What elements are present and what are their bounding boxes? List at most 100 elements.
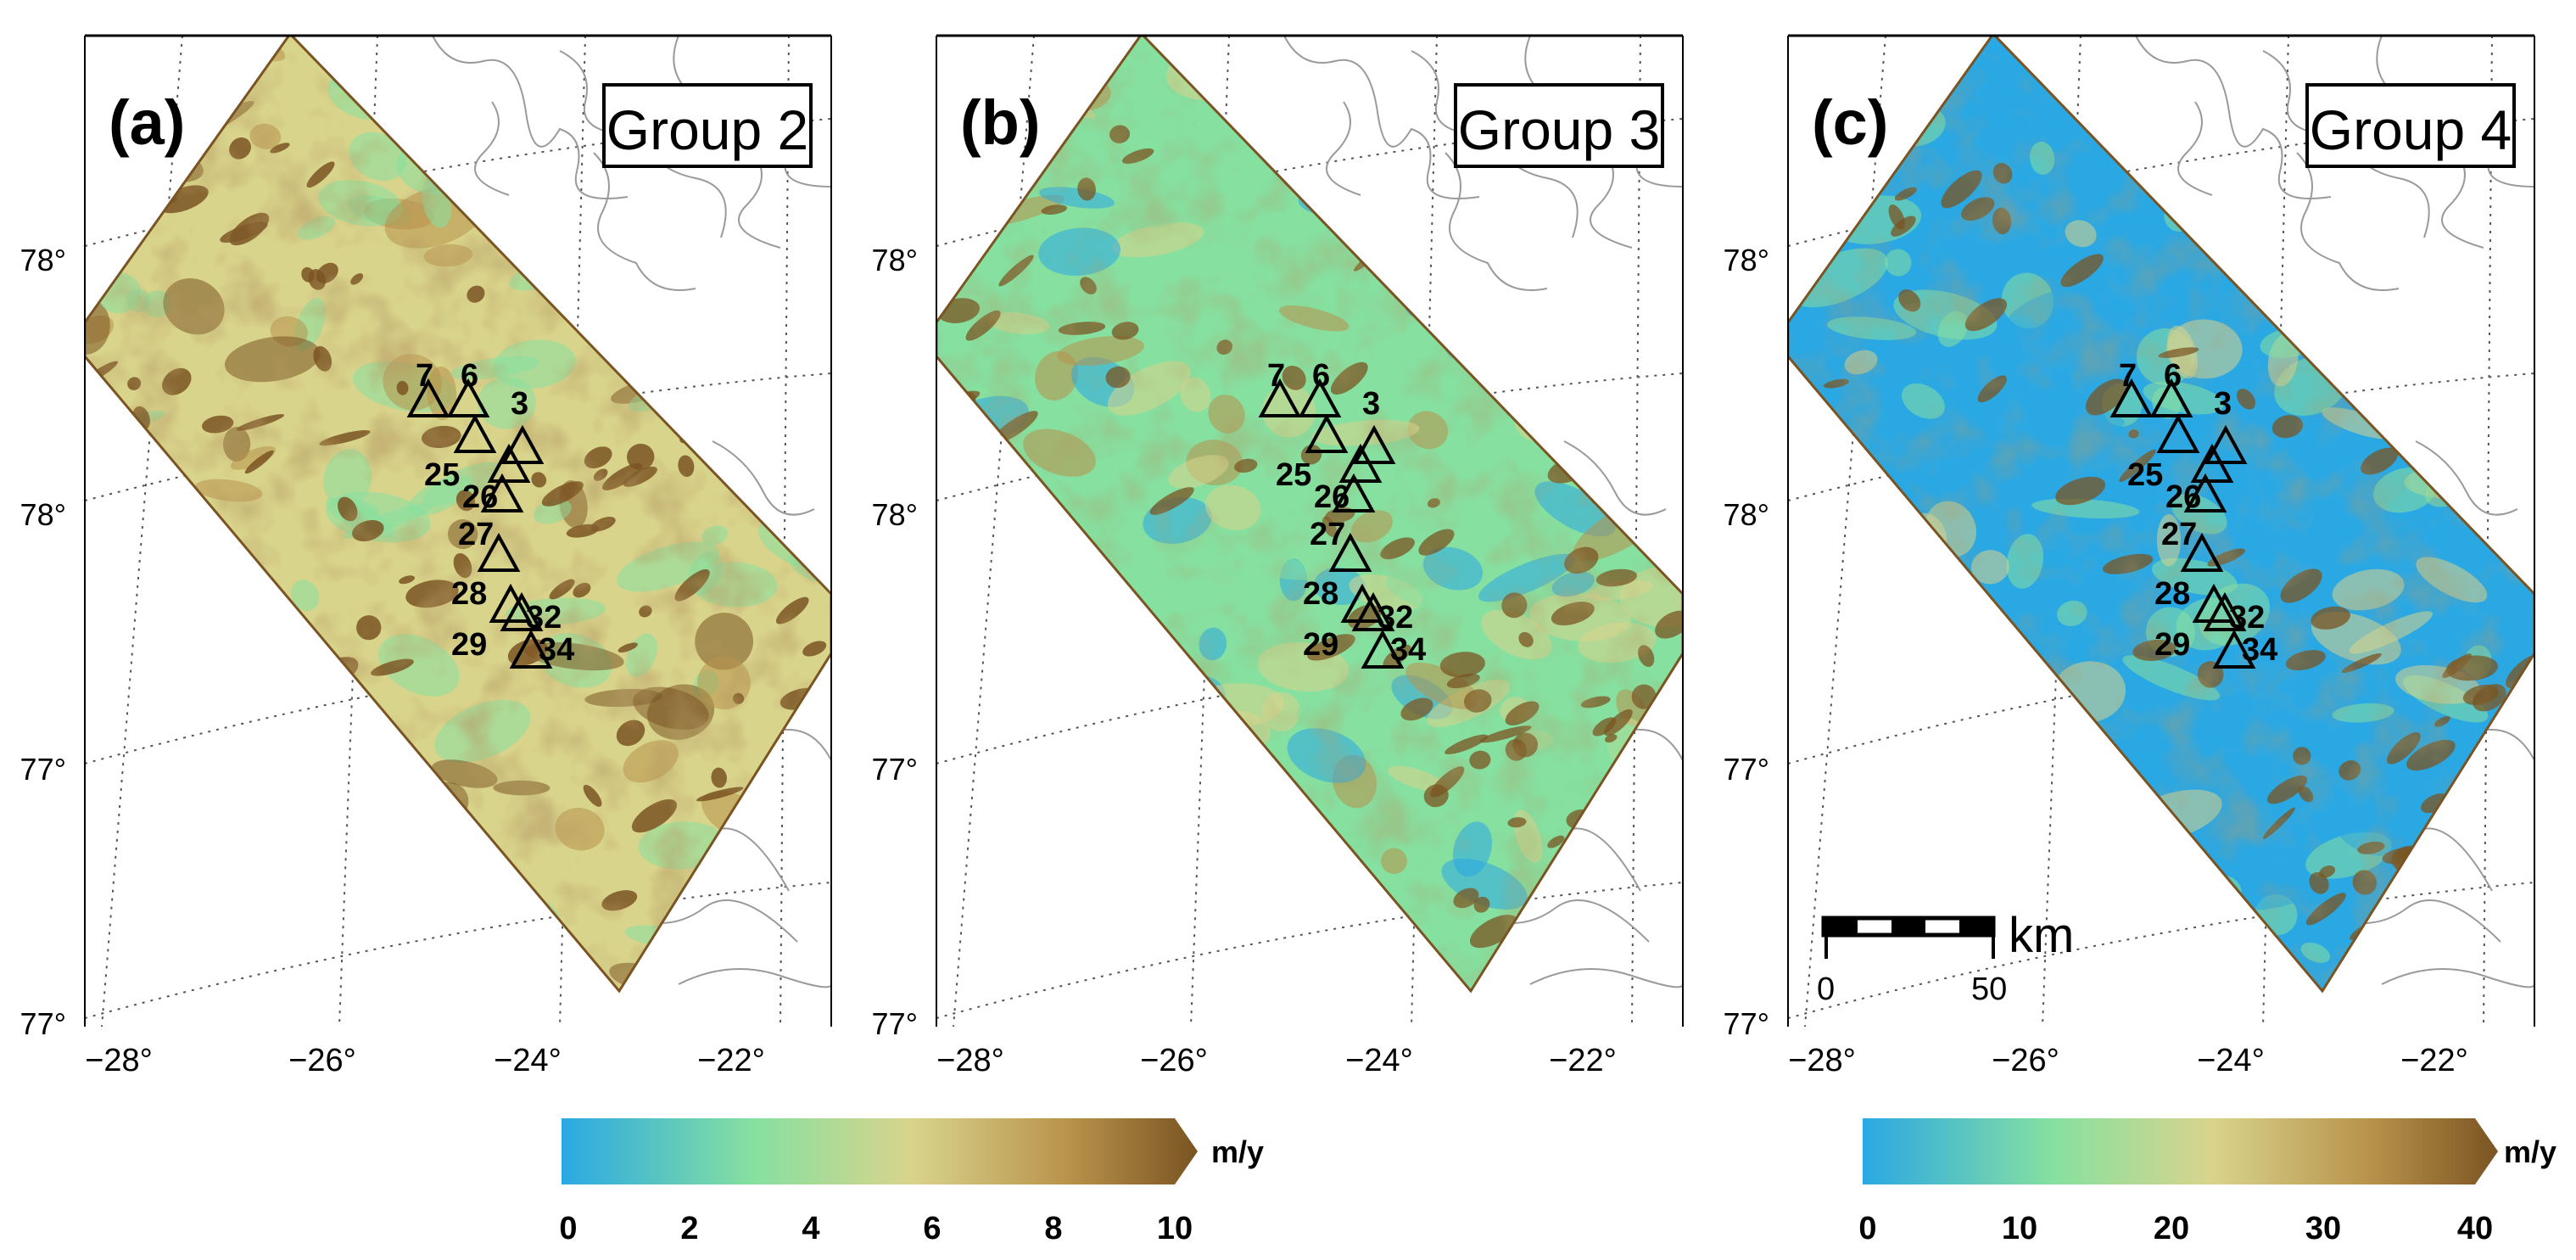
- station-7-marker: [2109, 378, 2154, 417]
- coast-segment: [678, 968, 831, 988]
- map-panel-b: (b) Group 37 632526272829323478°78°77°77°−…: [872, 34, 1684, 1078]
- coast-segment: [712, 440, 815, 516]
- scale-bar-min: 0: [1817, 972, 1835, 1007]
- longitude-label: −28°: [1788, 1043, 1856, 1078]
- colorbar-tick-label: 40: [2457, 1211, 2493, 1246]
- station-26-marker: [1338, 443, 1383, 483]
- coast-segment: [2296, 152, 2400, 291]
- longitude-label: −22°: [1549, 1043, 1617, 1078]
- station-32-label: 32: [526, 600, 562, 636]
- group-label: Group 4: [2310, 98, 2512, 161]
- colorbar-tick-label: 10: [2002, 1211, 2037, 1246]
- latitude-label: 77°: [1724, 752, 1769, 787]
- station-3-marker: [500, 424, 545, 464]
- station-25-marker: [453, 413, 497, 453]
- latitude-line: [85, 882, 831, 1019]
- station-34-marker: [509, 629, 553, 669]
- colorbar-left: m/y 0 2 4 6 8 10: [559, 1118, 1264, 1246]
- station-29-marker: [489, 583, 533, 623]
- coast-segment: [2381, 968, 2534, 988]
- colorbar-tick-label: 2: [680, 1211, 698, 1246]
- station-34-label: 34: [539, 632, 574, 668]
- station-27-label: 27: [1310, 517, 1345, 552]
- station-26-marker: [487, 443, 531, 483]
- scale-bar-unit: km: [2009, 908, 2074, 963]
- longitude-line: [101, 36, 183, 1027]
- coast-segment: [474, 101, 510, 196]
- station-6-label: 6: [461, 358, 478, 394]
- station-27-label: 27: [458, 517, 494, 552]
- latitude-label: 77°: [872, 752, 918, 787]
- longitude-line: [953, 36, 1035, 1027]
- station-28-marker: [1328, 532, 1372, 572]
- station-25-marker: [2156, 413, 2200, 453]
- latitude-label: 77°: [1724, 1006, 1769, 1041]
- scale-bar-seg: [1891, 918, 1925, 935]
- group-label-box: [602, 83, 813, 168]
- longitude-line: [1804, 36, 1886, 1027]
- station-27-label: 27: [2161, 517, 2197, 552]
- panel-letter: (c): [1812, 87, 1888, 158]
- station-29-marker: [2192, 583, 2236, 623]
- station-32-marker: [2203, 591, 2247, 631]
- station-29-label: 29: [451, 627, 487, 663]
- coast-segment: [2177, 101, 2213, 196]
- colorbar-tick-label: 20: [2154, 1211, 2189, 1246]
- station-6-marker: [446, 378, 490, 417]
- latitude-label: 78°: [1724, 243, 1769, 277]
- coast-segment: [1326, 101, 1361, 196]
- longitude-label: −22°: [2400, 1043, 2468, 1078]
- colorbar-tick-label: 8: [1044, 1211, 1062, 1246]
- latitude-label: 78°: [20, 243, 66, 277]
- station-7-label: 7: [1267, 358, 1285, 394]
- group-label-box: [1454, 83, 1664, 168]
- longitude-label: −22°: [697, 1043, 765, 1078]
- station-7-label: 7: [2119, 358, 2137, 394]
- colorbar-right-unit: m/y: [2504, 1134, 2556, 1169]
- scale-bar-seg: [1824, 918, 1858, 935]
- longitude-label: −28°: [85, 1043, 153, 1078]
- station-26-marker: [2190, 443, 2234, 483]
- station-34-label: 34: [1390, 632, 1426, 668]
- station-7-label: 7: [416, 358, 433, 394]
- station-3-marker: [1352, 424, 1396, 464]
- latitude-label: 77°: [20, 1006, 66, 1041]
- latitude-line: [936, 882, 1683, 1019]
- group-label: Group 3: [1458, 98, 1660, 161]
- panel-letter: (a): [109, 87, 185, 158]
- scale-bar: km 0 50: [1817, 908, 2074, 1007]
- station-32-label: 32: [1377, 600, 1413, 636]
- station-6-marker: [2149, 378, 2193, 417]
- station-25-label: 25: [1276, 457, 1311, 493]
- longitude-label: −28°: [936, 1043, 1004, 1078]
- station-27-marker: [480, 473, 524, 512]
- station-6-marker: [1298, 378, 1342, 417]
- station-34-label: 34: [2242, 632, 2277, 668]
- station-32-marker: [500, 591, 544, 631]
- station-28-label: 28: [2154, 576, 2190, 612]
- station-7-marker: [1258, 378, 1302, 417]
- station-28-marker: [477, 532, 521, 572]
- station-25-marker: [1305, 413, 1349, 453]
- station-27-marker: [1332, 473, 1376, 512]
- latitude-label: 77°: [20, 752, 66, 787]
- longitude-label: −26°: [288, 1043, 356, 1078]
- station-32-marker: [1351, 591, 1395, 631]
- station-28-label: 28: [1303, 576, 1338, 612]
- colorbar-right-bar: [1863, 1118, 2498, 1184]
- scale-bar-max: 50: [1971, 972, 2007, 1007]
- station-3-marker: [2204, 424, 2248, 464]
- colorbar-tick-label: 6: [923, 1211, 941, 1246]
- coast-segment: [2135, 36, 2332, 199]
- colorbar-tick-label: 10: [1157, 1211, 1193, 1246]
- station-6-label: 6: [2164, 358, 2182, 394]
- latitude-line: [1788, 882, 2534, 1019]
- station-27-marker: [2183, 473, 2227, 512]
- latitude-label: 78°: [872, 243, 918, 277]
- longitude-label: −26°: [1992, 1043, 2059, 1078]
- coast-segment: [2415, 440, 2518, 516]
- latitude-label: 78°: [1724, 497, 1769, 532]
- station-3-label: 3: [511, 386, 528, 422]
